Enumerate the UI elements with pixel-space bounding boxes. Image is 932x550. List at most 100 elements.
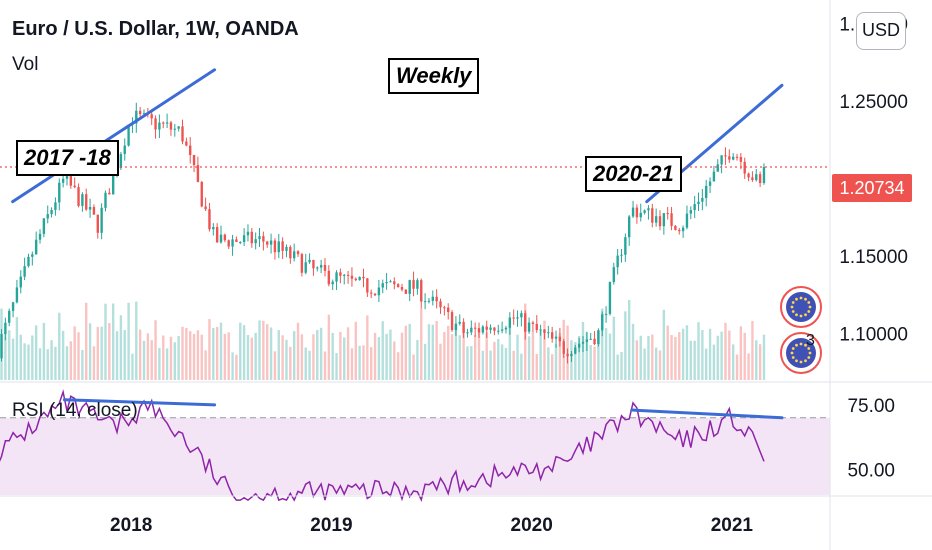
- candle-body: [477, 328, 481, 333]
- candle-body: [735, 156, 739, 158]
- volume-bar: [678, 332, 681, 380]
- candle-body: [200, 181, 203, 207]
- volume-bar: [269, 327, 273, 380]
- volume-bar: [708, 328, 712, 380]
- current-price-tag: 1.20734: [832, 174, 912, 202]
- candle-body: [377, 287, 381, 296]
- volume-bar: [369, 347, 373, 380]
- candle-body: [450, 312, 454, 331]
- volume-bar: [246, 334, 250, 380]
- candle-body: [138, 110, 142, 115]
- candle-body: [485, 326, 488, 330]
- volume-bar: [454, 325, 458, 380]
- candle-body: [470, 327, 473, 333]
- candle-body: [58, 182, 61, 203]
- candle-body: [277, 241, 280, 253]
- volume-bar: [512, 350, 515, 380]
- volume-bar: [373, 332, 377, 380]
- volume-bar: [77, 332, 80, 380]
- candle-body: [323, 264, 327, 271]
- volume-bar: [493, 341, 496, 380]
- volume-bar: [350, 348, 354, 380]
- volume-bar: [192, 333, 196, 380]
- weekly-annotation: Weekly: [388, 58, 480, 94]
- volume-bar: [389, 329, 392, 380]
- candles: [0, 102, 766, 364]
- candle-body: [400, 287, 404, 290]
- candle-body: [601, 314, 604, 331]
- rsi-band: [0, 417, 830, 495]
- volume-bar: [19, 334, 22, 380]
- eu-flag-star: [799, 360, 803, 364]
- candle-body: [292, 251, 296, 259]
- volume-bar: [497, 338, 500, 380]
- volume-bar: [142, 340, 146, 380]
- volume-bar: [304, 347, 307, 380]
- candle-body: [273, 240, 277, 253]
- candle-body: [296, 251, 300, 255]
- candle-body: [516, 317, 519, 319]
- eu-flag-star: [808, 351, 812, 355]
- candle-body: [208, 209, 211, 230]
- annotation-2017-18: 2017 -18: [16, 140, 119, 176]
- candle-body: [242, 235, 246, 243]
- volume-bar: [558, 333, 562, 380]
- volume-bar: [331, 332, 334, 380]
- volume-bar: [173, 342, 176, 380]
- candle-body: [597, 330, 600, 345]
- volume-bar: [689, 340, 693, 380]
- volume-bar: [346, 327, 350, 380]
- volume-bar: [685, 325, 689, 380]
- candle-body: [612, 267, 615, 283]
- event-badges: 3: [780, 286, 822, 374]
- candle-body: [108, 192, 111, 195]
- volume-bar: [416, 340, 419, 380]
- candle-body: [697, 201, 700, 205]
- candle-body: [404, 289, 408, 294]
- candle-body: [19, 276, 22, 288]
- chart-title: Euro / U.S. Dollar, 1W, OANDA: [12, 18, 299, 40]
- volume-bar: [705, 348, 708, 380]
- volume-bars: [0, 300, 766, 380]
- candle-body: [173, 128, 176, 130]
- candle-body: [416, 280, 419, 289]
- candle-body: [543, 329, 546, 333]
- volume-bar: [662, 309, 666, 380]
- candle-body: [724, 155, 727, 157]
- volume-bar: [681, 328, 685, 380]
- candle-body: [192, 155, 196, 166]
- volume-bar: [362, 345, 365, 380]
- volume-bar: [758, 344, 762, 380]
- eu-flag-star: [807, 301, 811, 304]
- volume-bar: [308, 350, 311, 380]
- candle-body: [535, 323, 538, 330]
- candle-body: [362, 276, 365, 279]
- volume-bar: [420, 308, 423, 380]
- volume-bar: [358, 345, 361, 380]
- volume-bar: [385, 333, 388, 380]
- currency-button[interactable]: USD: [856, 12, 906, 50]
- volume-bar: [319, 327, 323, 380]
- volume-bar: [693, 340, 696, 380]
- candle-body: [577, 343, 581, 348]
- candle-body: [215, 227, 219, 243]
- candle-body: [716, 164, 719, 172]
- candle-body: [177, 126, 180, 129]
- volume-bar: [739, 326, 743, 380]
- volume-bar: [277, 330, 280, 380]
- candle-body: [728, 156, 731, 160]
- volume-bar: [585, 332, 589, 380]
- volume-bar: [423, 343, 427, 380]
- volume-bar: [65, 346, 69, 380]
- volume-bar: [504, 348, 508, 380]
- eu-flag-star: [795, 313, 798, 317]
- volume-bar: [104, 303, 107, 380]
- volume-bar: [119, 315, 123, 380]
- candle-body: [720, 155, 723, 165]
- candle-body: [570, 353, 573, 357]
- volume-bar: [212, 327, 215, 380]
- volume-bar: [31, 335, 34, 380]
- candle-body: [389, 281, 392, 283]
- volume-bar: [165, 348, 169, 380]
